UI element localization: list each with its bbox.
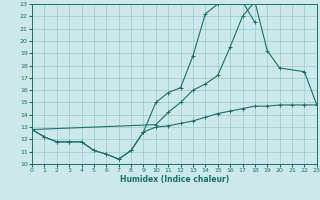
X-axis label: Humidex (Indice chaleur): Humidex (Indice chaleur) (120, 175, 229, 184)
